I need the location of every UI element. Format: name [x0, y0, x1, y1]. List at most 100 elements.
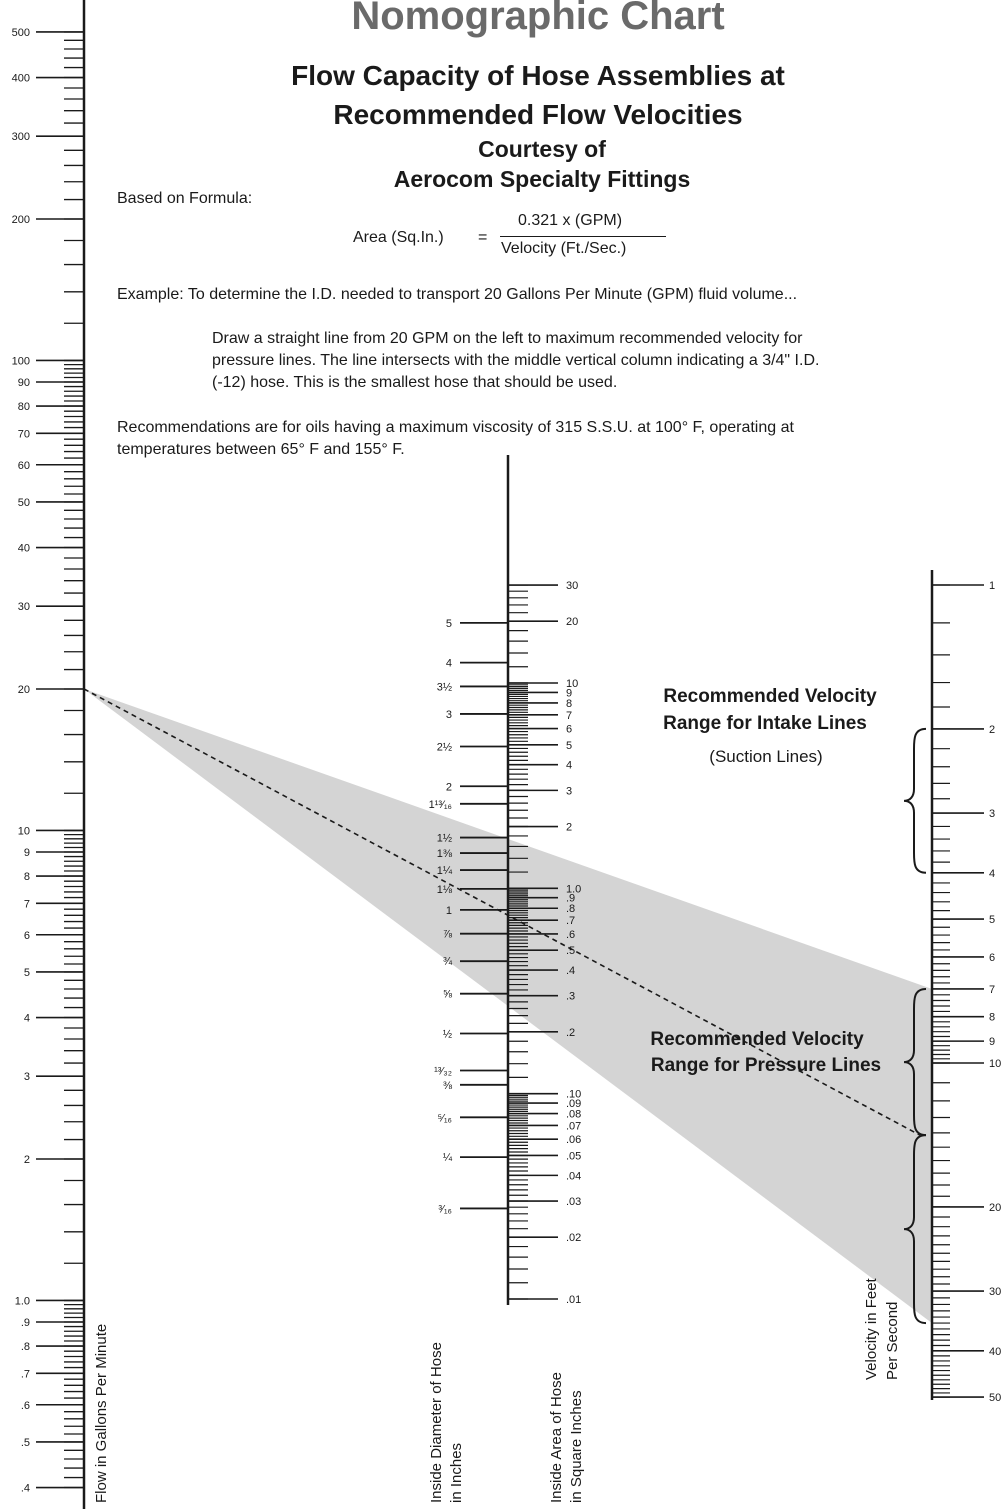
area-tick-label: .07 — [566, 1120, 581, 1132]
formula-lhs: Area (Sq.In.) — [353, 229, 444, 246]
area-tick-label: .03 — [566, 1196, 581, 1208]
id-tick-label: 2½ — [437, 741, 452, 753]
example-line-2: pressure lines. The line intersects with… — [212, 352, 820, 369]
formula-equals: = — [478, 229, 488, 246]
pressure-range-label-line-2: Range for Pressure Lines — [651, 1055, 881, 1076]
area-tick-label: .7 — [566, 915, 575, 927]
intake-range-label-line-3: (Suction Lines) — [709, 747, 822, 766]
velocity-tick-label: 50 — [989, 1392, 1001, 1404]
area-tick-label: 6 — [566, 724, 572, 736]
gpm-tick-label: 8 — [24, 871, 30, 883]
id-tick-label: 3 — [446, 709, 452, 721]
example-dashed-line — [83, 688, 921, 1136]
gpm-tick-label: 40 — [18, 543, 30, 555]
velocity-axis-title-line-1: Velocity in Feet — [863, 1277, 880, 1380]
id-tick-label: 1 — [446, 905, 452, 917]
gpm-tick-label: 300 — [12, 131, 30, 143]
area-tick-label: .9 — [566, 893, 575, 905]
gpm-tick-label: 9 — [24, 847, 30, 859]
gpm-tick-label: 400 — [12, 73, 30, 85]
annotations: Recommended Velocity Range for Intake Lin… — [83, 686, 927, 1325]
area-tick-label: 2 — [566, 822, 572, 834]
area-tick-label: 20 — [566, 616, 578, 628]
id-tick-label: 3½ — [437, 681, 452, 693]
gpm-tick-label: .7 — [21, 1368, 30, 1380]
gpm-tick-label: 80 — [18, 401, 30, 413]
velocity-tick-label: 9 — [989, 1036, 995, 1048]
area-tick-label: .8 — [566, 903, 575, 915]
area-tick-label: 3 — [566, 785, 572, 797]
area-tick-label: .3 — [566, 991, 575, 1003]
area-tick-label: .08 — [566, 1109, 581, 1121]
gpm-tick-label: 70 — [18, 428, 30, 440]
recommendation-line-2: temperatures between 65° F and 155° F. — [117, 441, 405, 458]
area-axis-title-line-2: in Square Inches — [568, 1390, 585, 1503]
velocity-tick-label: 20 — [989, 1202, 1001, 1214]
id-tick-label: ³⁄₁₆ — [438, 1203, 452, 1215]
formula-denominator: Velocity (Ft./Sec.) — [501, 240, 627, 257]
gpm-tick-label: 60 — [18, 460, 30, 472]
velocity-tick-label: 40 — [989, 1346, 1001, 1358]
id-tick-label: 1⅛ — [437, 884, 453, 896]
gpm-tick-label: 10 — [18, 825, 30, 837]
example-line-1: Draw a straight line from 20 GPM on the … — [212, 330, 803, 347]
velocity-tick-label: 7 — [989, 984, 995, 996]
gpm-axis-title: Flow in Gallons Per Minute — [93, 1324, 110, 1503]
velocity-axis-title-line-2: Per Second — [884, 1302, 901, 1380]
example-line-3: (-12) hose. This is the smallest hose th… — [212, 374, 618, 391]
id-tick-label: 1½ — [437, 833, 452, 845]
id-tick-label: 1¼ — [437, 865, 453, 877]
area-tick-label: 8 — [566, 698, 572, 710]
gpm-tick-label: 2 — [24, 1154, 30, 1166]
id-tick-label: ¾ — [443, 956, 453, 968]
gpm-tick-label: 1.0 — [15, 1295, 30, 1307]
formula-fraction-bar — [500, 236, 666, 237]
gpm-tick-label: 3 — [24, 1071, 30, 1083]
example-lead: Example: To determine the I.D. needed to… — [117, 286, 798, 303]
id-tick-label: ⅜ — [443, 1080, 453, 1092]
chart-subtitle-line-1: Flow Capacity of Hose Assemblies at — [291, 60, 785, 91]
gpm-tick-label: .8 — [21, 1341, 30, 1353]
velocity-tick-label: 6 — [989, 952, 995, 964]
id-tick-label: 4 — [446, 658, 452, 670]
area-tick-label: .4 — [566, 965, 575, 977]
area-tick-label: .06 — [566, 1134, 581, 1146]
id-tick-label: 5 — [446, 618, 452, 630]
gpm-tick-label: 20 — [18, 684, 30, 696]
gpm-tick-label: 90 — [18, 377, 30, 389]
gpm-tick-label: 500 — [12, 27, 30, 39]
gpm-scale: 500 400 300 200 100 90 80 70 60 50 40 30 20 10 9 8 7 6 5 4 3… — [12, 0, 110, 1509]
courtesy-line-1: Courtesy of — [478, 136, 606, 162]
area-tick-label: .02 — [566, 1232, 581, 1244]
gpm-tick-label: 4 — [24, 1013, 30, 1025]
gpm-tick-label: 5 — [24, 967, 30, 979]
recommendation-line-1: Recommendations are for oils having a ma… — [117, 419, 794, 436]
id-tick-label: ½ — [443, 1029, 452, 1041]
velocity-tick-label: 8 — [989, 1012, 995, 1024]
velocity-tick-label: 2 — [989, 724, 995, 736]
area-tick-label: .04 — [566, 1170, 581, 1182]
area-tick-label: .2 — [566, 1027, 575, 1039]
velocity-tick-label: 1 — [989, 580, 995, 592]
area-tick-label: 4 — [566, 760, 572, 772]
velocity-tick-label: 30 — [989, 1286, 1001, 1298]
pressure-range-label-line-1: Recommended Velocity — [650, 1029, 864, 1050]
velocity-scale: 1 2 3 4 5 6 7 8 9 10 20 30 40 50 Velocity in Feet Per S… — [863, 570, 1001, 1404]
gpm-tick-label: .6 — [21, 1400, 30, 1412]
gpm-tick-label: 50 — [18, 497, 30, 509]
area-tick-label: 1.0 — [566, 883, 581, 895]
gpm-tick-label: 7 — [24, 898, 30, 910]
gpm-tick-label: 6 — [24, 930, 30, 942]
id-tick-label: ⅝ — [443, 989, 453, 1001]
area-tick-label: .5 — [566, 945, 575, 957]
area-tick-label: 30 — [566, 580, 578, 592]
area-tick-label: 7 — [566, 710, 572, 722]
id-tick-label: ⁵⁄₁₆ — [437, 1112, 452, 1124]
intake-range-brace — [903, 727, 927, 874]
id-tick-label: 2 — [446, 781, 452, 793]
gpm-tick-label: 30 — [18, 601, 30, 613]
id-tick-label: 1¹³⁄₁₆ — [429, 799, 452, 811]
area-tick-label: .05 — [566, 1150, 581, 1162]
